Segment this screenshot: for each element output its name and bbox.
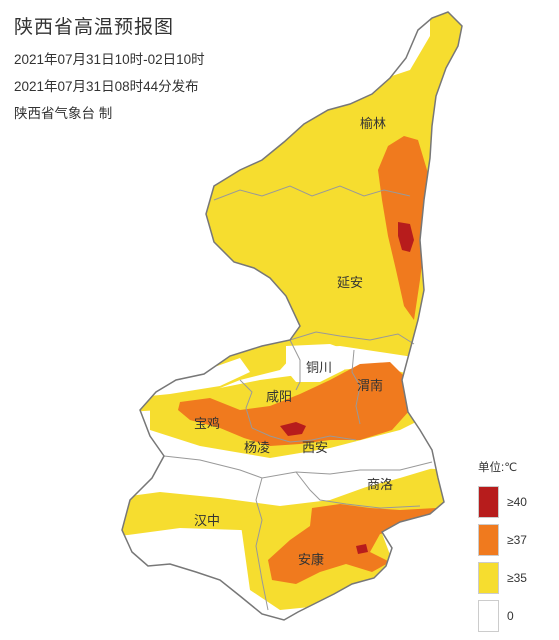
- zone-below-35-north-tip: [122, 12, 430, 112]
- legend-label-0: 0: [507, 609, 514, 623]
- city-label-xianyang: 咸阳: [266, 389, 292, 404]
- boundary-tongchuan-xianyang: [289, 339, 301, 391]
- producer: 陕西省气象台 制: [14, 106, 113, 121]
- city-label-hanzhong: 汉中: [194, 513, 220, 528]
- boundary-guanzhong-south: [251, 427, 357, 443]
- boundary-hanzhong-ankang: [255, 477, 269, 611]
- legend-swatch-37: [478, 524, 499, 556]
- map-header: 陕西省高温预报图 2021年07月31日10时-02日10时 2021年07月3…: [14, 12, 205, 129]
- city-boundaries: [163, 185, 433, 611]
- legend-row-0: 0: [478, 597, 527, 635]
- zone-40-south: [356, 544, 368, 554]
- legend-row-37: ≥37: [478, 521, 527, 559]
- city-label-ankang: 安康: [298, 552, 324, 567]
- legend-swatch-35: [478, 562, 499, 594]
- boundary-yulin-yanan: [213, 185, 411, 201]
- legend: 单位:℃ ≥40 ≥37 ≥35 0: [478, 459, 527, 635]
- legend-label-37: ≥37: [507, 533, 527, 547]
- city-label-shangluo: 商洛: [367, 477, 393, 492]
- issue-time: 2021年07月31日08时44分发布: [14, 79, 199, 94]
- zone-35-north: [122, 12, 462, 420]
- city-labels: 榆林 延安 铜川 渭南 咸阳 宝鸡 杨凌 西安 商洛 汉中 安康: [194, 116, 393, 567]
- boundary-baoji-xianyang: [239, 379, 253, 429]
- boundary-ankang-shangluo: [295, 471, 421, 509]
- zone-below-35-tongchuan: [286, 344, 352, 382]
- boundary-weinan-west: [351, 349, 361, 425]
- zone-40-guanzhong: [280, 422, 306, 436]
- legend-label-40: ≥40: [507, 495, 527, 509]
- city-label-yanan: 延安: [337, 275, 363, 290]
- city-label-yulin: 榆林: [360, 116, 386, 131]
- map-title: 陕西省高温预报图: [14, 17, 175, 38]
- legend-label-35: ≥35: [507, 571, 527, 585]
- city-label-weinan: 渭南: [357, 378, 383, 393]
- legend-row-40: ≥40: [478, 483, 527, 521]
- legend-unit: 单位:℃: [478, 462, 518, 474]
- zone-below-35-mid: [150, 446, 440, 496]
- legend-swatch-40: [478, 486, 499, 518]
- province-outline: [121, 11, 463, 621]
- city-label-tongchuan: 铜川: [306, 360, 332, 375]
- boundary-yanan-south: [289, 331, 415, 345]
- zone-40-east: [398, 222, 414, 252]
- zone-37-guanzhong: [178, 362, 410, 446]
- city-label-baoji: 宝鸡: [194, 416, 220, 431]
- valid-period: 2021年07月31日10时-02日10时: [14, 52, 205, 67]
- city-label-xian: 西安: [302, 440, 328, 455]
- city-label-yangling: 杨凌: [244, 440, 270, 455]
- legend-swatch-0: [478, 600, 499, 632]
- legend-row-35: ≥35: [478, 559, 527, 597]
